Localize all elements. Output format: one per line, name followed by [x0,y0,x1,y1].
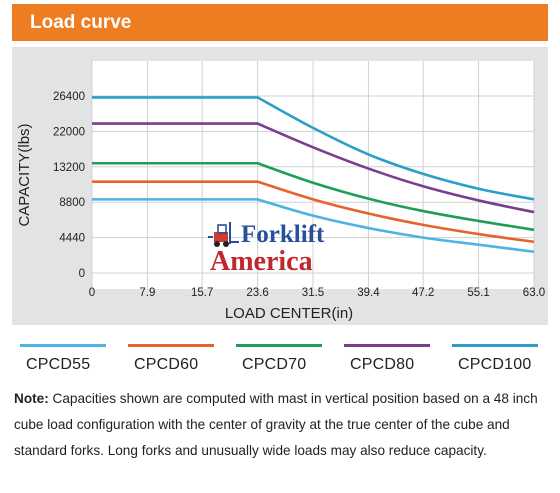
series-line-cpcd100 [92,96,535,201]
y-tick-label: 13200 [53,162,85,174]
legend-label: CPCD60 [134,356,199,373]
y-tick-label: 26400 [53,91,85,103]
load-curve-header: Load curve [12,4,548,41]
legend-item-cpcd60: CPCD60 [120,340,220,380]
y-tick-label: 22000 [53,126,85,138]
y-tick-label: 8800 [59,197,85,209]
legend-item-cpcd55: CPCD55 [12,340,112,380]
legend-swatch [344,344,430,347]
header-title: Load curve [30,12,132,33]
x-tick-label: 0 [89,287,95,299]
legend-label: CPCD55 [26,356,91,373]
x-tick-label: 47.2 [412,287,434,299]
x-tick-label: 39.4 [357,287,380,299]
x-tick-label: 23.6 [246,287,268,299]
x-tick-label: 15.7 [191,287,213,299]
series-line-cpcd55 [92,198,535,254]
series-line-cpcd60 [92,180,535,244]
legend-label: CPCD100 [458,356,532,373]
watermark: Forklift America [208,221,325,277]
y-tick-label: 4440 [59,233,85,245]
x-axis-label: LOAD CENTER(in) [225,305,353,322]
x-tick-labels: 0 7.9 15.7 23.6 31.5 39.4 47.2 55.1 63.0 [89,287,545,299]
series-line-cpcd70 [92,161,535,232]
x-tick-label: 55.1 [467,287,489,299]
forklift-icon [208,222,239,247]
series-lines [92,96,535,254]
x-tick-label: 63.0 [523,287,545,299]
legend-swatch [452,344,538,347]
note: Note: Capacities shown are computed with… [14,386,548,464]
y-axis-label: CAPACITY(lbs) [16,123,33,226]
watermark-line1: Forklift [241,221,325,248]
legend-item-cpcd100: CPCD100 [444,340,544,380]
x-tick-label: 31.5 [302,287,324,299]
y-tick-label: 0 [79,268,85,280]
legend-swatch [20,344,106,347]
watermark-line2: America [210,246,313,277]
series-line-cpcd80 [92,122,535,214]
legend-label: CPCD80 [350,356,415,373]
legend-swatch [128,344,214,347]
legend: CPCD55 CPCD60 CPCD70 CPCD80 CPCD100 [12,340,548,380]
x-tick-label: 7.9 [139,287,155,299]
y-tick-labels: 0 4440 8800 13200 22000 26400 [53,91,85,280]
legend-swatch [236,344,322,347]
legend-item-cpcd80: CPCD80 [336,340,436,380]
note-text: Capacities shown are computed with mast … [14,391,538,458]
legend-label: CPCD70 [242,356,307,373]
legend-item-cpcd70: CPCD70 [228,340,328,380]
load-curve-chart: 0 4440 8800 13200 22000 26400 0 7.9 15.7 23.6 31.… [16,61,545,322]
note-label: Note: [14,391,49,406]
